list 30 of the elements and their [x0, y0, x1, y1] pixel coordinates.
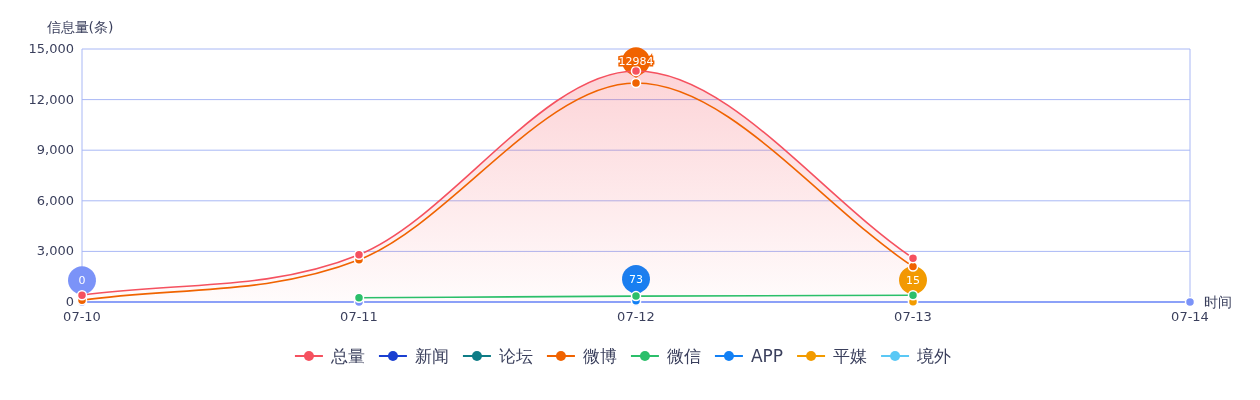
point — [630, 77, 642, 89]
y-tick-label: 0 — [65, 294, 74, 309]
legend-label: 总量 — [329, 346, 365, 366]
legend-label: 微博 — [582, 346, 617, 366]
legend-label: 微信 — [666, 346, 701, 366]
x-tick-label: 07-11 — [340, 309, 378, 324]
x-tick-label: 07-10 — [63, 309, 101, 324]
x-axis-title: 时间 — [1204, 294, 1232, 310]
point — [76, 290, 88, 301]
point — [630, 65, 642, 77]
annotation: 73 — [629, 272, 643, 286]
point — [907, 290, 919, 301]
legend-label: 论坛 — [498, 346, 533, 366]
legend-label: 新闻 — [414, 346, 449, 366]
y-tick-label: 6,000 — [36, 192, 74, 208]
point — [353, 249, 365, 261]
y-axis-title: 信息量(条) — [46, 19, 114, 35]
y-tick-label: 12,000 — [28, 91, 74, 107]
x-tick-label: 07-13 — [894, 309, 932, 324]
y-tick-label: 15,000 — [28, 41, 74, 56]
y-tick-label: 3,000 — [36, 243, 74, 259]
legend-label: 平媒 — [833, 346, 868, 366]
legend-label: APP — [750, 346, 784, 366]
annotation: 15 — [906, 273, 920, 287]
x-tick-label: 07-12 — [617, 309, 655, 324]
annotation: 0 — [78, 274, 86, 287]
legend-label: 境外 — [916, 346, 952, 366]
x-tick-label: 07-14 — [1171, 309, 1209, 324]
point — [630, 290, 642, 302]
y-tick-label: 9,000 — [36, 142, 74, 158]
